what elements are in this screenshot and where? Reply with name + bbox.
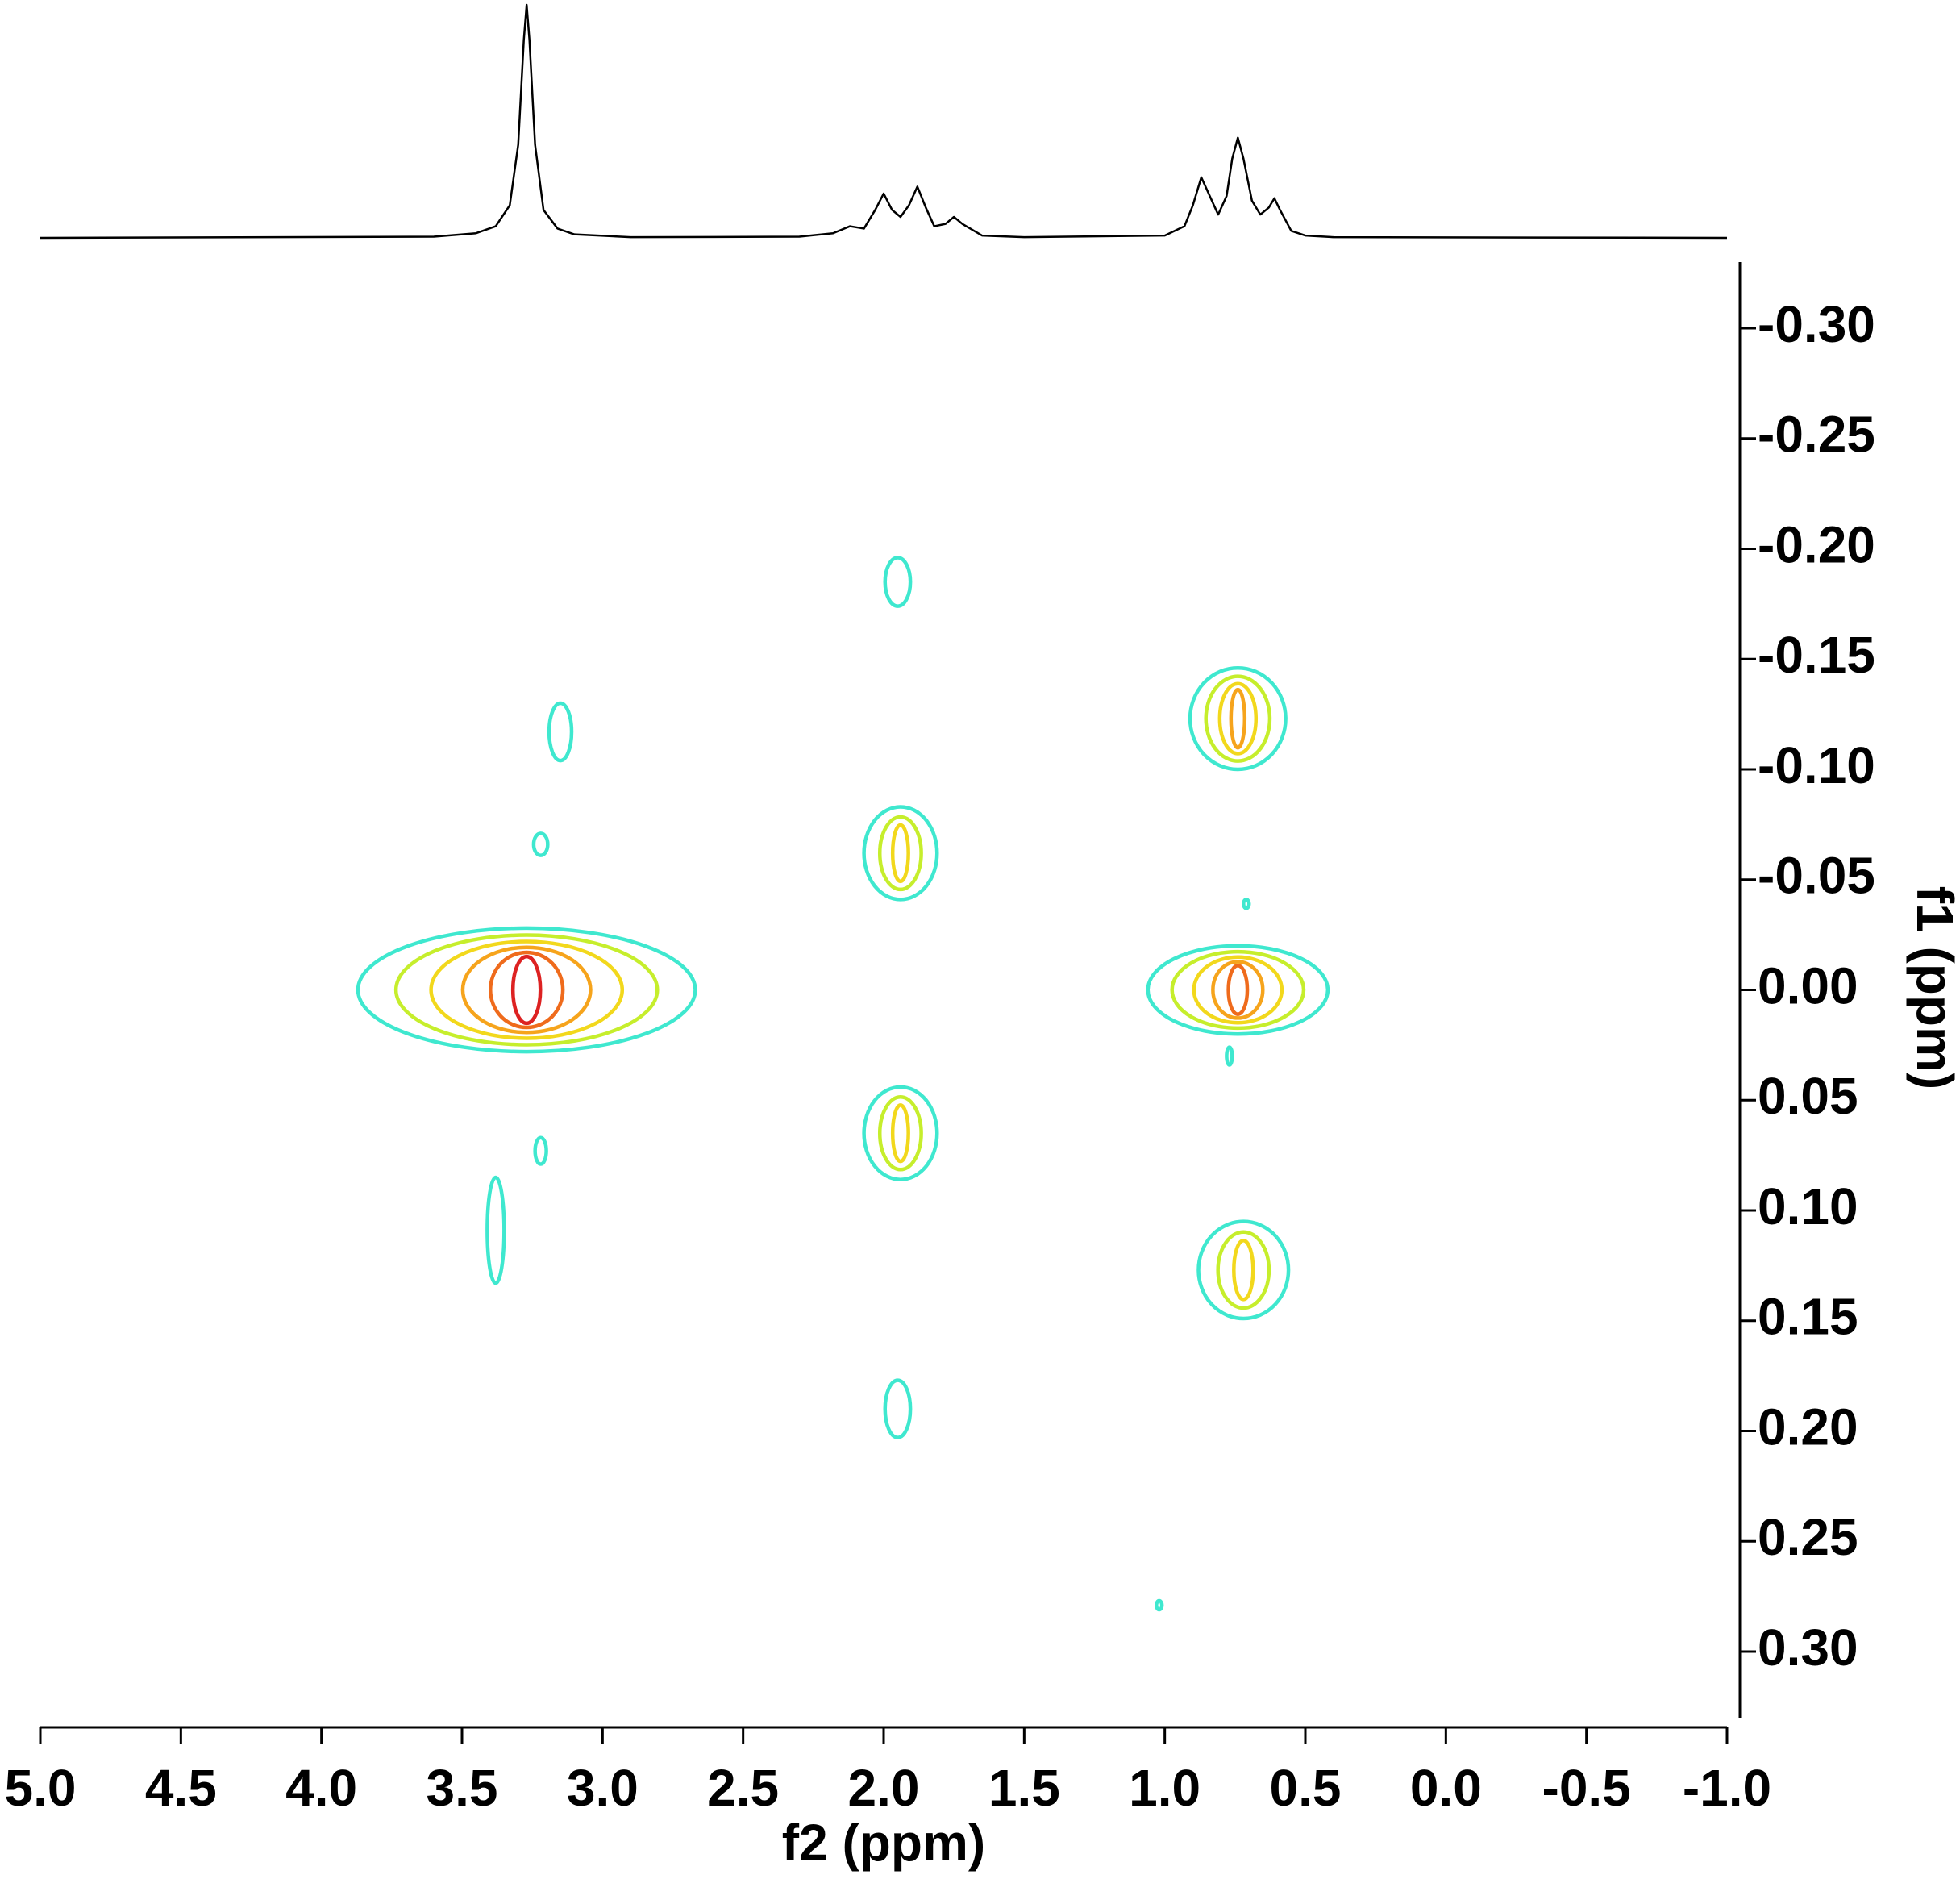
contour — [1188, 665, 1288, 772]
contour — [393, 933, 660, 1047]
contour — [429, 940, 625, 1040]
y-tick-label: 0.20 — [1758, 1398, 1858, 1456]
y-tick-label: 0.10 — [1758, 1177, 1858, 1235]
contour — [485, 1175, 506, 1285]
x-tick-label: 1.5 — [988, 1759, 1060, 1817]
contour — [1232, 1239, 1255, 1302]
contour — [547, 701, 574, 763]
contour — [1242, 898, 1251, 910]
x-tick-label: 4.0 — [285, 1759, 357, 1817]
contour — [1216, 1230, 1271, 1310]
contour — [1192, 955, 1284, 1025]
y-axis-label: f1 (ppm) — [1906, 886, 1960, 1089]
contour — [877, 815, 923, 892]
contour — [1217, 681, 1259, 756]
y-tick-label: -0.05 — [1758, 847, 1875, 905]
contour — [1154, 1598, 1164, 1612]
projection-spectrum — [40, 3, 1728, 240]
contour — [883, 556, 913, 608]
y-tick-label: 0.25 — [1758, 1508, 1858, 1566]
contour — [533, 1135, 548, 1166]
contour — [1196, 1219, 1291, 1321]
contour — [1146, 944, 1330, 1036]
y-tick-label: -0.15 — [1758, 626, 1875, 684]
contour — [531, 831, 550, 857]
contour — [489, 950, 565, 1030]
x-tick-label: 3.5 — [427, 1759, 498, 1817]
x-tick-label: 5.0 — [5, 1759, 77, 1817]
contour — [356, 926, 697, 1054]
x-axis-label: f2 (ppm) — [782, 1814, 985, 1872]
x-tick-label: 3.0 — [567, 1759, 639, 1817]
contour — [460, 945, 593, 1035]
x-tick-label: 2.0 — [848, 1759, 920, 1817]
contour — [890, 1103, 910, 1164]
contour — [890, 823, 910, 884]
y-tick-label: 0.30 — [1758, 1619, 1858, 1677]
contour — [1211, 960, 1265, 1020]
x-tick-label: -0.5 — [1542, 1759, 1631, 1817]
x-tick-label: 2.5 — [707, 1759, 779, 1817]
y-tick-label: 0.15 — [1758, 1288, 1858, 1346]
contour — [510, 954, 543, 1026]
x-tick-label: 4.5 — [145, 1759, 217, 1817]
contour — [1229, 687, 1247, 750]
contour — [862, 1085, 939, 1181]
x-tick-label: 0.0 — [1410, 1759, 1482, 1817]
contour — [862, 805, 939, 902]
y-tick-label: 0.05 — [1758, 1067, 1858, 1125]
contour — [1170, 949, 1306, 1031]
contour — [1225, 1045, 1234, 1067]
x-tick-label: -1.0 — [1683, 1759, 1771, 1817]
y-tick-label: -0.20 — [1758, 515, 1875, 573]
y-tick-label: -0.30 — [1758, 295, 1875, 353]
contour — [877, 1095, 923, 1172]
x-tick-label: 1.0 — [1129, 1759, 1201, 1817]
contour — [1204, 674, 1272, 763]
x-tick-label: 0.5 — [1270, 1759, 1342, 1817]
y-tick-label: -0.25 — [1758, 406, 1875, 464]
y-tick-label: -0.10 — [1758, 736, 1875, 794]
y-tick-label: 0.00 — [1758, 956, 1858, 1014]
contour — [1226, 964, 1250, 1016]
contour — [883, 1378, 913, 1439]
